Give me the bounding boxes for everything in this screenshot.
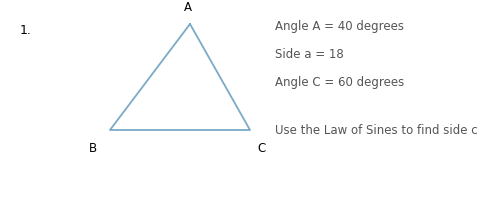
Text: Use the Law of Sines to find side c: Use the Law of Sines to find side c bbox=[275, 124, 478, 137]
Text: 1.: 1. bbox=[20, 24, 32, 37]
Text: B: B bbox=[90, 142, 98, 155]
Text: A: A bbox=[184, 1, 192, 14]
Text: Side a = 18: Side a = 18 bbox=[275, 48, 344, 61]
Text: C: C bbox=[258, 142, 266, 155]
Text: Angle C = 60 degrees: Angle C = 60 degrees bbox=[275, 76, 404, 89]
Text: Angle A = 40 degrees: Angle A = 40 degrees bbox=[275, 20, 404, 33]
